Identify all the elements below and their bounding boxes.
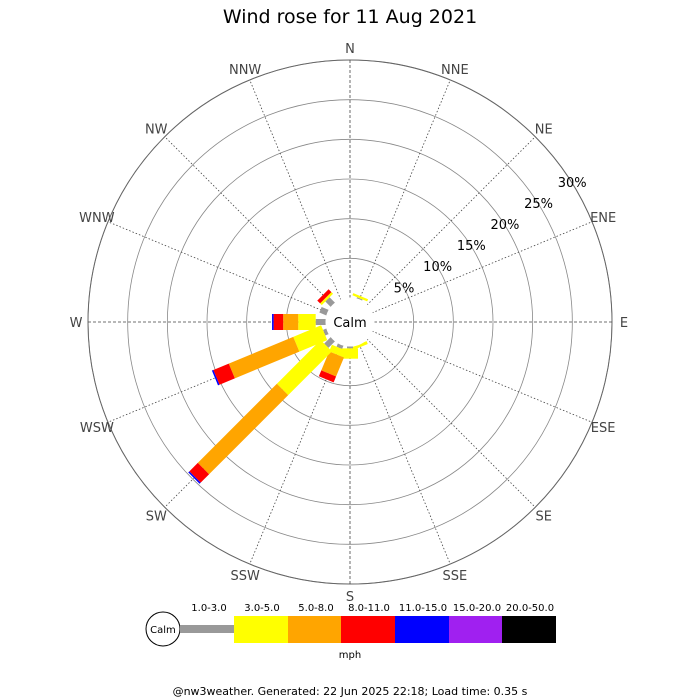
direction-label-ene: ENE: [590, 211, 616, 226]
direction-label-nw: NW: [145, 122, 168, 137]
bar-ssw-bin1: [336, 343, 344, 349]
direction-label-n: N: [345, 42, 355, 57]
legend-swatch-6: [449, 616, 503, 643]
legend-swatch-5: [395, 616, 449, 643]
legend-label-4: 8.0-11.0: [348, 603, 390, 614]
grid-spoke: [107, 221, 328, 314]
bar-wsw-bin3: [228, 336, 300, 379]
direction-label-ssw: SSW: [230, 569, 260, 584]
grid-spoke: [249, 344, 342, 565]
bar-sw-bin3: [197, 383, 289, 475]
bar-wsw-bin4: [213, 363, 235, 385]
ring-label: 25%: [524, 197, 553, 212]
legend-unit-label: mph: [339, 650, 361, 661]
direction-label-sse: SSE: [442, 569, 467, 584]
grid-ring: [206, 178, 494, 466]
bar-ssw-bin2: [329, 344, 347, 358]
grid-spoke: [372, 221, 593, 314]
legend-label-1: 1.0-3.0: [191, 603, 226, 614]
bar-sw-bin5: [188, 471, 201, 484]
grid-ring: [246, 218, 454, 426]
legend-label-7: 20.0-50.0: [506, 603, 554, 614]
direction-label-s: S: [346, 590, 354, 605]
grid-ring: [166, 138, 534, 506]
grid-ring: [127, 99, 573, 545]
bar-nne-bin2: [352, 293, 369, 302]
grid-spoke: [366, 338, 536, 508]
direction-label-se: SE: [536, 510, 552, 525]
direction-label-sw: SW: [146, 510, 167, 525]
calm-label: Calm: [333, 316, 366, 331]
legend-label-3: 5.0-8.0: [298, 603, 333, 614]
legend-label-6: 15.0-20.0: [453, 603, 501, 614]
bar-ssw-bin3: [321, 351, 344, 377]
ring-label: 5%: [394, 281, 415, 296]
bar-sw-bin2: [276, 340, 332, 396]
legend-swatch-7: [502, 616, 556, 643]
bar-nw-bin2: [320, 292, 334, 306]
chart-title: Wind rose for 11 Aug 2021: [222, 6, 478, 28]
grid-spoke: [366, 136, 536, 306]
grid-spoke: [358, 344, 451, 565]
bar-sw-bin1: [324, 336, 336, 348]
bar-ssw-bin4: [318, 370, 337, 383]
bar-wsw-bin2: [293, 325, 328, 352]
direction-label-nnw: NNW: [229, 63, 261, 78]
footer-credit: @nw3weather. Generated: 22 Jun 2025 22:1…: [172, 685, 528, 698]
grid-spoke: [372, 330, 593, 423]
legend-swatch-4: [341, 616, 395, 643]
legend-label-5: 11.0-15.0: [399, 603, 447, 614]
direction-label-ne: NE: [535, 122, 553, 137]
legend-swatch-2: [234, 616, 288, 643]
direction-label-w: W: [70, 316, 83, 331]
direction-label-nne: NNE: [441, 63, 469, 78]
legend-calm-label: Calm: [150, 625, 176, 636]
bar-wsw-bin5: [211, 369, 220, 386]
bar-wsw-bin1: [323, 328, 329, 336]
bar-wnw-bin1: [319, 307, 329, 316]
grid-spoke: [249, 79, 342, 300]
bar-sse-bin2: [351, 341, 368, 351]
legend-swatch-3: [288, 616, 342, 643]
direction-label-wsw: WSW: [80, 421, 114, 436]
direction-label-ese: ESE: [591, 421, 616, 436]
grid-spoke: [164, 136, 334, 306]
ring-label: 10%: [423, 260, 452, 275]
direction-label-wnw: WNW: [79, 211, 115, 226]
grid-spoke: [358, 79, 451, 300]
bar-sw-bin4: [189, 462, 210, 483]
ring-label: 15%: [457, 239, 486, 254]
ring-label: 20%: [490, 218, 519, 233]
bar-nw-bin1: [325, 297, 336, 308]
calm-circle: [325, 297, 375, 347]
direction-label-e: E: [620, 316, 628, 331]
ring-label: 30%: [558, 176, 587, 191]
bar-nw-bin4: [317, 289, 332, 304]
legend-label-2: 3.0-5.0: [244, 603, 279, 614]
